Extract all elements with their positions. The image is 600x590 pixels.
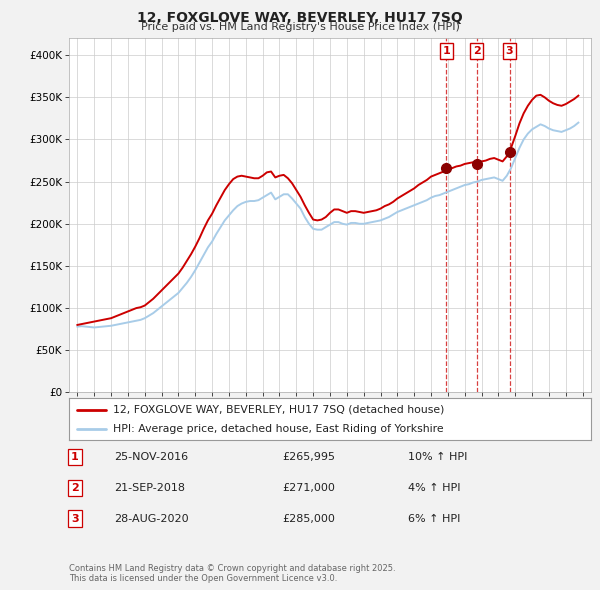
- Text: Contains HM Land Registry data © Crown copyright and database right 2025.
This d: Contains HM Land Registry data © Crown c…: [69, 563, 395, 583]
- Text: £271,000: £271,000: [282, 483, 335, 493]
- Text: 25-NOV-2016: 25-NOV-2016: [114, 453, 188, 462]
- Text: 3: 3: [71, 514, 79, 523]
- Text: 1: 1: [71, 453, 79, 462]
- Text: £265,995: £265,995: [282, 453, 335, 462]
- Text: 1: 1: [442, 46, 450, 55]
- Text: 6% ↑ HPI: 6% ↑ HPI: [408, 514, 460, 523]
- Text: 4% ↑ HPI: 4% ↑ HPI: [408, 483, 461, 493]
- Text: £285,000: £285,000: [282, 514, 335, 523]
- Text: 10% ↑ HPI: 10% ↑ HPI: [408, 453, 467, 462]
- Text: 2: 2: [71, 483, 79, 493]
- Text: Price paid vs. HM Land Registry's House Price Index (HPI): Price paid vs. HM Land Registry's House …: [140, 22, 460, 32]
- Text: 2: 2: [473, 46, 481, 55]
- Text: 28-AUG-2020: 28-AUG-2020: [114, 514, 188, 523]
- Text: 21-SEP-2018: 21-SEP-2018: [114, 483, 185, 493]
- Text: 3: 3: [506, 46, 514, 55]
- Text: 12, FOXGLOVE WAY, BEVERLEY, HU17 7SQ: 12, FOXGLOVE WAY, BEVERLEY, HU17 7SQ: [137, 11, 463, 25]
- Text: HPI: Average price, detached house, East Riding of Yorkshire: HPI: Average price, detached house, East…: [113, 424, 444, 434]
- Text: 12, FOXGLOVE WAY, BEVERLEY, HU17 7SQ (detached house): 12, FOXGLOVE WAY, BEVERLEY, HU17 7SQ (de…: [113, 405, 445, 415]
